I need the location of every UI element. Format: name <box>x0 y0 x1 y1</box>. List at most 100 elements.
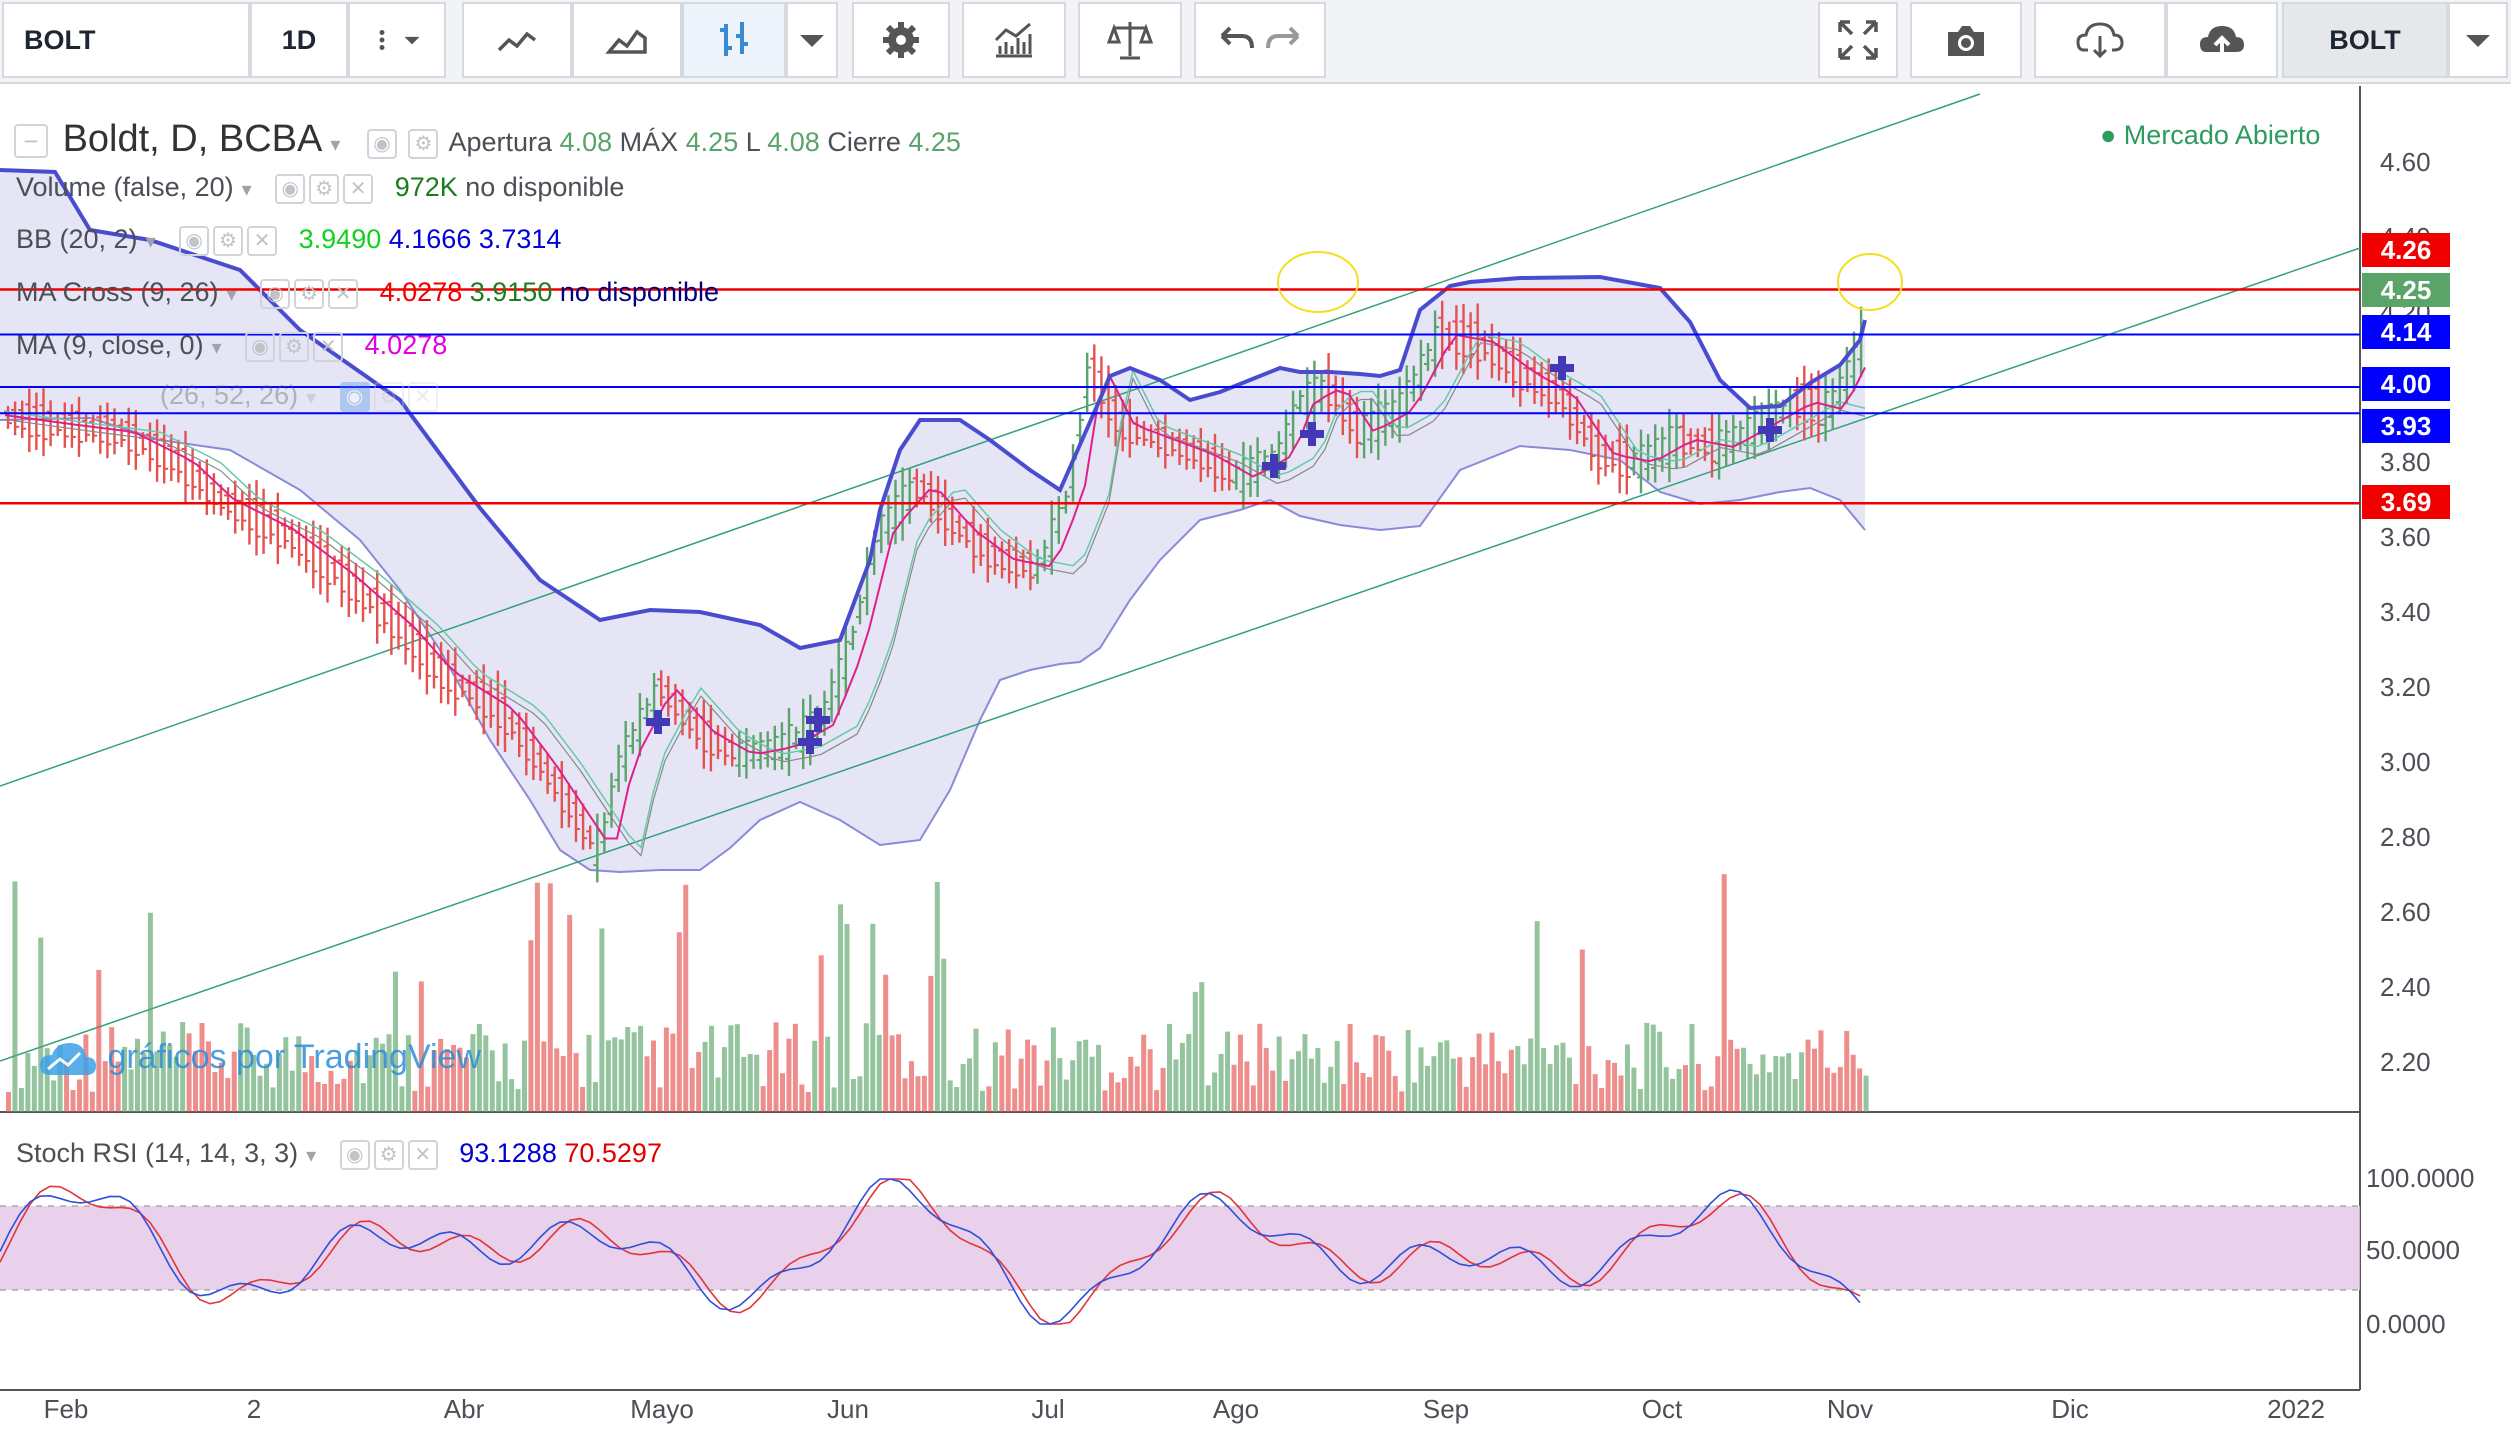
volume-bar <box>857 1076 863 1112</box>
line-chart-button[interactable] <box>462 2 572 78</box>
hidden-indicator-legend[interactable]: (26, 52, 26) ▾ ◉ ⚙ ✕ <box>160 380 442 412</box>
volume-bar <box>554 1048 560 1112</box>
close-icon[interactable]: ✕ <box>247 225 278 256</box>
close-icon[interactable]: ✕ <box>343 173 374 204</box>
volume-bar <box>347 1060 353 1112</box>
volume-bar <box>76 1079 82 1112</box>
top-toolbar: BOLT 1D BOLT <box>0 0 2511 84</box>
chevron-down-icon[interactable]: ▾ <box>211 337 222 359</box>
macross-extra: no disponible <box>559 277 719 307</box>
volume-bar <box>1115 1082 1121 1112</box>
volume-bar <box>1160 1067 1166 1112</box>
gear-icon[interactable]: ⚙ <box>373 381 404 412</box>
volume-bar <box>696 1051 702 1112</box>
compare-button[interactable] <box>1078 2 1182 78</box>
price-tick-label: 2.20 <box>2380 1047 2431 1077</box>
chevron-down-icon[interactable]: ▾ <box>330 134 341 156</box>
chevron-down-icon[interactable]: ▾ <box>241 179 252 201</box>
eye-icon[interactable]: ◉ <box>275 173 306 204</box>
volume-bar <box>1463 1086 1469 1112</box>
chart-type-dropdown[interactable] <box>786 2 838 78</box>
gear-icon[interactable]: ⚙ <box>279 331 310 362</box>
volume-bar <box>560 1055 566 1112</box>
volume-value: 972K <box>394 172 458 202</box>
eye-off-icon[interactable]: ◉ <box>339 381 370 412</box>
eye-icon[interactable]: ◉ <box>260 278 291 309</box>
gear-icon[interactable]: ⚙ <box>408 128 439 159</box>
stoch-tick-label: 50.0000 <box>2366 1235 2460 1265</box>
chevron-down-icon[interactable]: ▾ <box>145 231 156 253</box>
volume-bar <box>534 882 540 1112</box>
volume-bar <box>754 1054 760 1112</box>
volume-legend[interactable]: Volume (false, 20) ▾ ◉ ⚙ ✕ 972K no disponib… <box>16 172 624 204</box>
symbol-right[interactable]: BOLT <box>2282 2 2448 78</box>
fullscreen-button[interactable] <box>1818 2 1898 78</box>
cloud-icon <box>40 1043 96 1076</box>
volume-bar <box>64 1059 70 1112</box>
eye-icon[interactable]: ◉ <box>179 225 210 256</box>
close-icon[interactable]: ✕ <box>407 1139 438 1170</box>
area-chart-button[interactable] <box>572 2 682 78</box>
volume-bar <box>328 1070 334 1112</box>
symbol-search[interactable]: BOLT <box>2 2 250 78</box>
chevron-down-icon[interactable]: ▾ <box>226 284 237 306</box>
symbol-right-dropdown[interactable] <box>2448 2 2508 78</box>
volume-bar <box>1218 1053 1224 1112</box>
interval-dropdown[interactable] <box>348 2 446 78</box>
volume-bar <box>1276 1036 1282 1112</box>
close-value: 4.25 <box>908 127 961 157</box>
line-chart-icon <box>497 31 537 52</box>
gear-icon[interactable]: ⚙ <box>213 225 244 256</box>
volume-bar <box>1121 1078 1127 1112</box>
snapshot-button[interactable] <box>1910 2 2022 78</box>
save-layout-button[interactable] <box>2166 2 2278 78</box>
eye-icon[interactable]: ◉ <box>366 128 397 159</box>
load-layout-button[interactable] <box>2034 2 2166 78</box>
ma-legend[interactable]: MA (9, close, 0) ▾ ◉ ⚙ ✕ 4.0278 <box>16 330 447 362</box>
price-tick-label: 2.80 <box>2380 822 2431 852</box>
ma-cross-marker <box>798 730 822 754</box>
open-label: Apertura <box>448 127 553 157</box>
stoch-rsi-legend[interactable]: Stoch RSI (14, 14, 3, 3) ▾ ◉ ⚙ ✕ 93.1288 70… <box>16 1138 662 1170</box>
gear-icon[interactable]: ⚙ <box>294 278 325 309</box>
macross-legend[interactable]: MA Cross (9, 26) ▾ ◉ ⚙ ✕ 4.0278 3.9150 no d… <box>16 277 719 309</box>
chevron-down-icon[interactable]: ▾ <box>306 1145 317 1167</box>
volume-bar <box>1766 1072 1772 1112</box>
volume-bar <box>1425 1065 1430 1112</box>
bb-legend[interactable]: BB (20, 2) ▾ ◉ ⚙ ✕ 3.9490 4.1666 3.7314 <box>16 224 561 256</box>
volume-bar <box>128 1069 134 1112</box>
eye-icon[interactable]: ◉ <box>339 1139 370 1170</box>
undo-icon[interactable] <box>1212 16 1260 64</box>
chevron-down-icon <box>800 35 824 47</box>
volume-bar <box>1154 1090 1160 1112</box>
gear-icon[interactable]: ⚙ <box>309 173 340 204</box>
volume-bar <box>1096 1044 1102 1112</box>
close-icon[interactable]: ✕ <box>328 278 359 309</box>
indicators-button[interactable] <box>962 2 1066 78</box>
ma-value: 4.0278 <box>364 330 448 360</box>
close-icon[interactable]: ✕ <box>313 331 344 362</box>
price-chart[interactable] <box>0 86 2511 1432</box>
collapse-icon[interactable]: − <box>14 123 48 158</box>
interval-button[interactable]: 1D <box>250 2 348 78</box>
ma-name: MA (9, close, 0) <box>16 330 204 360</box>
bar-chart-button[interactable] <box>682 2 786 78</box>
volume-bar <box>1592 1074 1598 1112</box>
volume-bar <box>1573 1084 1579 1112</box>
tradingview-watermark[interactable]: gráficos por TradingView <box>38 1038 481 1079</box>
redo-icon[interactable] <box>1260 16 1308 64</box>
volume-bar <box>780 1073 785 1112</box>
chevron-down-icon[interactable]: ▾ <box>306 387 317 409</box>
volume-bar <box>1728 1039 1734 1112</box>
volume-bar <box>1689 1024 1695 1112</box>
volume-bar <box>25 1052 31 1112</box>
volume-bar <box>238 1023 244 1112</box>
gear-icon[interactable]: ⚙ <box>373 1139 404 1170</box>
volume-bar <box>1231 1064 1237 1112</box>
channel-lower-line <box>0 247 2361 1062</box>
volume-bar <box>825 1036 831 1112</box>
close-icon[interactable]: ✕ <box>407 381 438 412</box>
eye-icon[interactable]: ◉ <box>245 331 276 362</box>
volume-bar <box>1818 1030 1824 1112</box>
settings-button[interactable] <box>852 2 950 78</box>
